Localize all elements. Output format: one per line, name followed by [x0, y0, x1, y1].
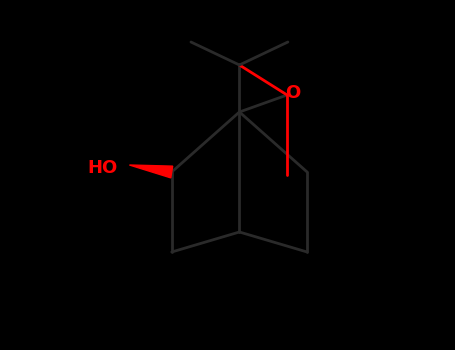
- Text: HO: HO: [87, 159, 117, 177]
- Polygon shape: [129, 165, 173, 178]
- Text: O: O: [285, 84, 300, 102]
